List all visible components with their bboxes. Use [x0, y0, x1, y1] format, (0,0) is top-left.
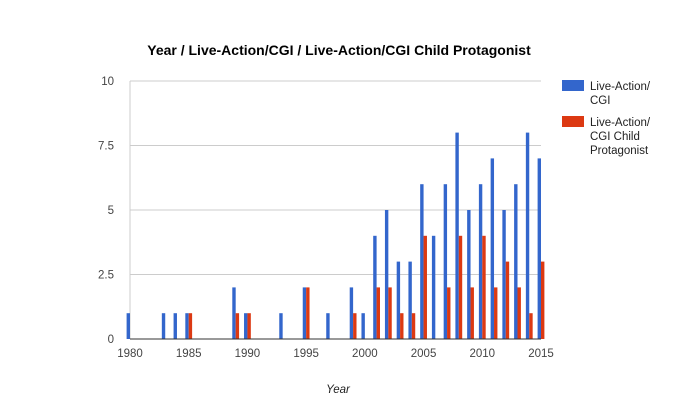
bar-series-1[interactable] — [514, 184, 518, 339]
bar-series-1[interactable] — [361, 313, 365, 339]
legend-swatch — [562, 80, 584, 91]
x-tick-label: 1995 — [293, 348, 319, 360]
legend-item-1[interactable]: Live-Action/CGI — [562, 80, 651, 107]
bar-series-2[interactable] — [458, 235, 463, 339]
x-tick-label: 1985 — [176, 348, 202, 360]
bar-series-1[interactable] — [302, 287, 307, 339]
bar-series-2[interactable] — [376, 287, 380, 339]
bar-series-2[interactable] — [505, 261, 510, 339]
bar-series-1[interactable] — [173, 313, 177, 339]
x-tick-label: 1980 — [117, 348, 143, 360]
x-tick-label: 2015 — [528, 348, 554, 360]
grid — [129, 80, 541, 339]
y-tick-label: 5 — [108, 205, 114, 217]
legend-label: Live-Action/ — [590, 117, 651, 129]
bar-series-2[interactable] — [470, 287, 474, 339]
x-tick-label: 1990 — [235, 348, 261, 360]
bar-series-1[interactable] — [431, 235, 436, 339]
bar-series-1[interactable] — [478, 184, 483, 339]
bar-series-1[interactable] — [502, 210, 506, 339]
bar-series-1[interactable] — [384, 210, 389, 339]
legend-label: Live-Action/ — [590, 81, 651, 93]
bar-series-2[interactable] — [482, 235, 486, 339]
bar-series-1[interactable] — [373, 235, 377, 339]
x-tick-label: 2000 — [352, 348, 378, 360]
bar-series-1[interactable] — [244, 313, 248, 339]
bar-series-1[interactable] — [232, 287, 236, 339]
bar-series-1[interactable] — [408, 261, 412, 339]
bar-series-2[interactable] — [306, 287, 310, 339]
bar-series-2[interactable] — [541, 261, 545, 339]
bar-series-2[interactable] — [188, 313, 193, 339]
y-tick-label: 7.5 — [98, 141, 114, 153]
y-tick-label: 10 — [101, 76, 114, 88]
bar-series-2[interactable] — [517, 287, 521, 339]
bar-series-2[interactable] — [529, 313, 533, 339]
legend-swatch — [562, 116, 584, 127]
chart-title: Year / Live-Action/CGI / Live-Action/CGI… — [147, 42, 531, 58]
bar-series-2[interactable] — [247, 313, 251, 339]
x-tick-label: 2010 — [469, 348, 495, 360]
bar-series-1[interactable] — [326, 313, 330, 339]
bar-series-1[interactable] — [161, 313, 166, 339]
bar-series-1[interactable] — [126, 313, 130, 339]
legend-item-2[interactable]: Live-Action/CGI Child Protagonist — [562, 116, 651, 157]
bar-series-2[interactable] — [400, 313, 404, 339]
axes: 0 2.5 5 7.5 10 1980 1985 1990 1995 2000 2005 2010 20… — [98, 76, 554, 360]
bar-series-1[interactable] — [279, 313, 283, 339]
bar-series-2[interactable] — [411, 313, 416, 339]
bar-series-1[interactable] — [467, 210, 471, 339]
bar-series-1[interactable] — [537, 158, 541, 339]
y-tick-label: 0 — [108, 334, 114, 346]
y-tick-label: 2.5 — [98, 270, 114, 282]
legend-label: CGI Child — [590, 131, 640, 143]
legend-label: CGI — [590, 95, 610, 107]
bar-series-2[interactable] — [494, 287, 498, 339]
bar-series-1[interactable] — [396, 261, 401, 339]
bar-series-1[interactable] — [455, 132, 459, 339]
legend-label: Protagonist — [590, 145, 649, 157]
x-axis-label: Year — [326, 384, 351, 396]
bar-series-1[interactable] — [185, 313, 189, 339]
bar-series-1[interactable] — [490, 158, 495, 339]
bar-series-2[interactable] — [388, 287, 392, 339]
bars — [126, 132, 545, 339]
bar-series-1[interactable] — [420, 184, 424, 339]
x-tick-label: 2005 — [411, 348, 437, 360]
bar-series-2[interactable] — [423, 235, 427, 339]
bar-series-1[interactable] — [443, 184, 448, 339]
bar-series-2[interactable] — [353, 313, 357, 339]
bar-series-2[interactable] — [235, 313, 240, 339]
bar-series-1[interactable] — [349, 287, 354, 339]
bar-series-1[interactable] — [525, 132, 530, 339]
bar-series-2[interactable] — [447, 287, 451, 339]
